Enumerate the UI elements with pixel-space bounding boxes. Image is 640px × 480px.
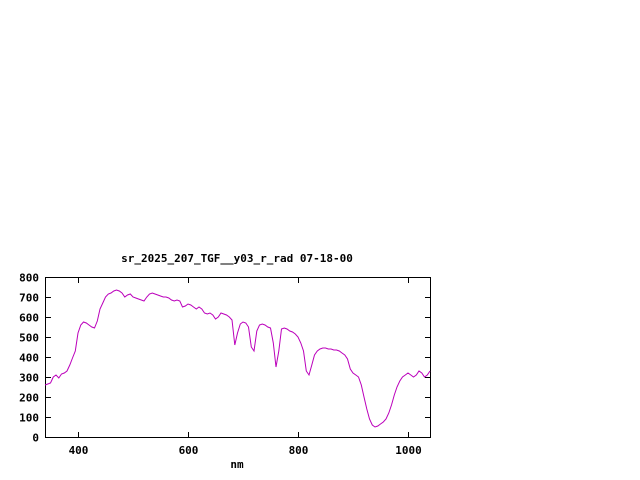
chart-title: sr_2025_207_TGF__y03_r_rad 07-18-00 [121, 252, 353, 265]
x-tick-label: 800 [289, 444, 309, 457]
x-tick-label: 400 [69, 444, 89, 457]
y-tick-label: 300 [19, 372, 39, 385]
spectrum-line [44, 289, 431, 428]
y-tick-label: 500 [19, 332, 39, 345]
x-tick-label: 600 [179, 444, 199, 457]
y-tick-label: 100 [19, 412, 39, 425]
x-axis-label: nm [230, 458, 244, 471]
x-tick-label: 1000 [395, 444, 422, 457]
y-tick-label: 600 [19, 312, 39, 325]
y-tick-label: 200 [19, 392, 39, 405]
axes: 400 600 800 1000 0 100 200 300 400 500 600 700 800 [19, 272, 431, 457]
y-tick-label: 0 [32, 432, 39, 445]
y-tick-label: 700 [19, 292, 39, 305]
y-tick-label: 400 [19, 352, 39, 365]
y-tick-label: 800 [19, 272, 39, 285]
plot-border [45, 277, 431, 438]
